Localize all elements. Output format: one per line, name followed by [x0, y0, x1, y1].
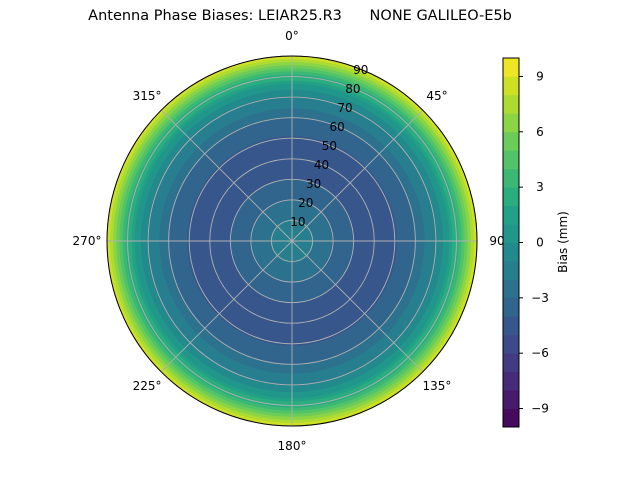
radial-tick-label: 90: [353, 63, 368, 77]
radial-tick-label: 50: [322, 139, 337, 153]
colorbar-band: [503, 58, 519, 77]
theta-gridline: [160, 109, 293, 242]
theta-tick-label: 180°: [278, 439, 307, 453]
colorbar-band: [503, 353, 519, 373]
colorbar-band: [503, 279, 519, 299]
colorbar-band: [503, 408, 519, 428]
colorbar-band: [503, 390, 519, 409]
theta-gridline: [291, 109, 424, 242]
theta-tick-labels: 0° 45° 90 135° 180° 225° 270° 315°: [73, 29, 505, 453]
radial-tick-label: 60: [330, 120, 345, 134]
colorbar-tick-label: −6: [531, 346, 549, 360]
colorbar-band: [503, 205, 519, 225]
theta-tick-label: 90: [489, 234, 504, 248]
colorbar-band: [503, 297, 519, 317]
colorbar-band: [503, 94, 519, 114]
colorbar-tick-label: −9: [531, 402, 549, 416]
colorbar-band: [503, 131, 519, 151]
radial-tick-labels: 10 20 30 40 50 60 70 80 90: [290, 63, 368, 229]
colorbar-label: Bias (mm): [556, 211, 570, 273]
colorbar-band: [503, 150, 519, 170]
theta-gridline: [291, 240, 424, 373]
colorbar-band: [503, 168, 519, 188]
radial-tick-label: 10: [290, 215, 305, 229]
colorbar-tick-label: 3: [536, 180, 544, 194]
colorbar-tick-label: −3: [531, 291, 549, 305]
colorbar-band: [503, 334, 519, 354]
colorbar-band: [503, 371, 519, 391]
colorbar-tick-label: 0: [536, 236, 544, 250]
chart-title: Antenna Phase Biases: LEIAR25.R3 NONE GA…: [88, 8, 512, 24]
radial-tick-label: 80: [345, 82, 360, 96]
radial-tick-label: 30: [306, 177, 321, 191]
colorbar-band: [503, 260, 519, 280]
radial-tick-label: 70: [337, 101, 352, 115]
theta-tick-label: 45°: [426, 89, 447, 103]
colorbar-ticks: −9 −6 −3 0 3 6 9: [519, 69, 549, 416]
theta-tick-label: 315°: [133, 89, 162, 103]
theta-tick-label: 0°: [285, 29, 299, 43]
theta-gridline: [160, 240, 293, 373]
colorbar-band: [503, 242, 519, 262]
colorbar-band: [503, 316, 519, 336]
colorbar-band: [503, 224, 519, 243]
radial-tick-label: 20: [298, 196, 313, 210]
polar-frame: [106, 55, 478, 427]
polar-grid: [106, 55, 478, 427]
theta-tick-label: 225°: [133, 379, 162, 393]
colorbar: −9 −6 −3 0 3 6 9 Bias (mm): [502, 57, 570, 428]
colorbar-band: [503, 113, 519, 133]
colorbar-bands: [503, 58, 519, 428]
theta-tick-label: 270°: [73, 234, 102, 248]
colorbar-tick-label: 9: [536, 69, 544, 83]
theta-tick-label: 135°: [423, 379, 452, 393]
radial-tick-label: 40: [314, 158, 329, 172]
colorbar-tick-label: 6: [536, 125, 544, 139]
colorbar-band: [503, 76, 519, 96]
colorbar-band: [503, 187, 519, 206]
